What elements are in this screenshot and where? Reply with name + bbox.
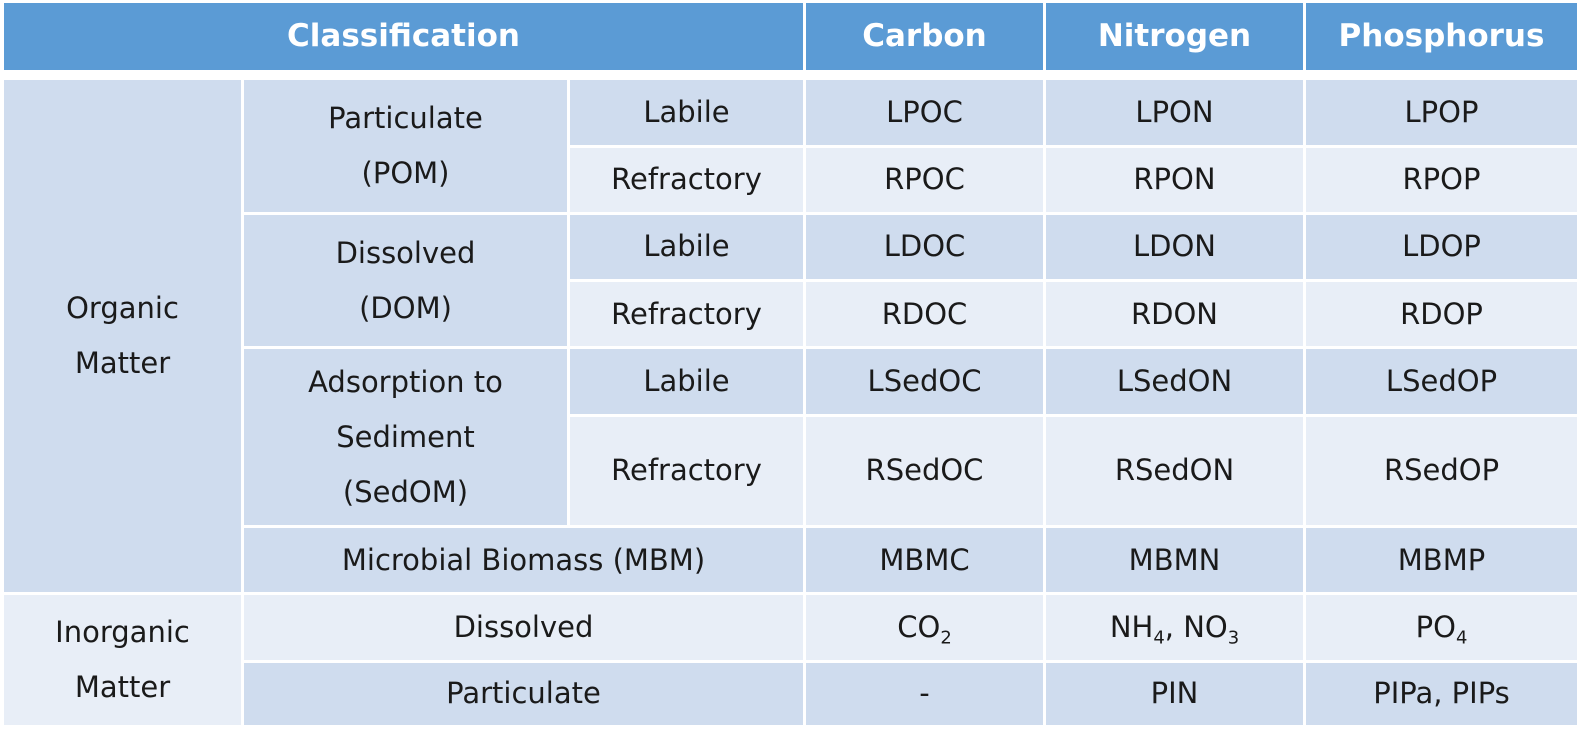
phosphorus-cell: LDOP — [1306, 214, 1580, 283]
phosphorus-cell: RPOP — [1306, 147, 1580, 215]
table-row: Dissolved (DOM) Labile LDOC LDON LDOP — [4, 214, 1580, 350]
pom-label-line2: (POM) — [361, 156, 450, 191]
carbon-cell: LPOC — [806, 80, 1046, 148]
table-row: Microbial Biomass (MBM) MBMC MBMN MBMP — [4, 528, 1580, 596]
refractory-label: Refractory — [570, 282, 806, 350]
sedom-label-line1: Adsorption to — [308, 364, 503, 399]
phosphorus-cell: RDOP — [1306, 282, 1580, 350]
carbon-cell: CO2 — [806, 595, 1046, 663]
carbon-cell: LSedOC — [806, 349, 1046, 417]
sedom-label-line2: Sediment — [336, 419, 475, 454]
table-row: Organic Matter Particulate (POM) Labile … — [4, 80, 1580, 596]
phosphorus-cell: LPOP — [1306, 80, 1580, 148]
formula-subscript: 4 — [1455, 627, 1468, 649]
inorganic-label-line2: Matter — [74, 670, 171, 705]
refractory-label: Refractory — [570, 147, 806, 215]
table-row: Inorganic Matter Dissolved CO2 NH4, NO3 … — [4, 595, 1580, 728]
carbon-cell: - — [806, 662, 1046, 728]
nitrogen-cell: PIN — [1046, 662, 1306, 728]
header-classification: Classification — [4, 3, 806, 81]
nitrogen-cell: RDON — [1046, 282, 1306, 350]
organic-label-line2: Matter — [74, 346, 171, 381]
table-row: Refractory RPOC RPON RPOP — [4, 147, 1580, 215]
nitrogen-cell: NH4, NO3 — [1046, 595, 1306, 663]
nitrogen-cell: LDON — [1046, 214, 1306, 283]
phosphorus-cell: PIPa, PIPs — [1306, 662, 1580, 728]
nitrogen-cell: RSedON — [1046, 416, 1306, 529]
nutrient-classification-table: Classification Carbon Nitrogen Phosphoru… — [4, 3, 1580, 728]
formula-separator: , — [1164, 609, 1184, 644]
organic-matter-label: Organic Matter — [4, 80, 244, 596]
phosphorus-cell: RSedOP — [1306, 416, 1580, 529]
carbon-cell: RSedOC — [806, 416, 1046, 529]
carbon-cell: MBMC — [806, 528, 1046, 596]
formula-subscript: 4 — [1153, 627, 1165, 649]
phosphorus-cell: PO4 — [1306, 595, 1580, 663]
formula-base: NO — [1183, 609, 1228, 644]
formula-subscript: 3 — [1227, 627, 1240, 649]
dom-label: Dissolved (DOM) — [244, 214, 570, 350]
pom-label: Particulate (POM) — [244, 80, 570, 215]
refractory-label: Refractory — [570, 416, 806, 529]
nitrogen-cell: MBMN — [1046, 528, 1306, 596]
mbm-label: Microbial Biomass (MBM) — [244, 528, 806, 596]
formula-subscript: 2 — [940, 627, 952, 649]
pom-label-line1: Particulate — [328, 100, 483, 135]
organic-label-line1: Organic — [66, 291, 179, 326]
inorganic-dissolved-label: Dissolved — [244, 595, 806, 663]
table-row: Particulate - PIN PIPa, PIPs — [4, 662, 1580, 728]
formula-base: NH — [1109, 609, 1154, 644]
carbon-cell: RPOC — [806, 147, 1046, 215]
phosphorus-cell: MBMP — [1306, 528, 1580, 596]
labile-label: Labile — [570, 349, 806, 417]
header-carbon: Carbon — [806, 3, 1046, 81]
table-row: Refractory RDOC RDON RDOP — [4, 282, 1580, 350]
inorganic-label-line1: Inorganic — [55, 615, 190, 650]
formula-base: PO — [1415, 609, 1456, 644]
inorganic-particulate-label: Particulate — [244, 662, 806, 728]
header-row: Classification Carbon Nitrogen Phosphoru… — [4, 3, 1580, 81]
sedom-label-line3: (SedOM) — [342, 474, 469, 509]
labile-label: Labile — [570, 80, 806, 148]
phosphorus-cell: LSedOP — [1306, 349, 1580, 417]
carbon-cell: RDOC — [806, 282, 1046, 350]
nitrogen-cell: LSedON — [1046, 349, 1306, 417]
dom-label-line1: Dissolved — [335, 235, 476, 270]
header-phosphorus: Phosphorus — [1306, 3, 1580, 81]
header-nitrogen: Nitrogen — [1046, 3, 1306, 81]
dom-label-line2: (DOM) — [359, 290, 452, 325]
table-row: Refractory RSedOC RSedON RSedOP — [4, 416, 1580, 529]
nitrogen-cell: RPON — [1046, 147, 1306, 215]
carbon-cell: LDOC — [806, 214, 1046, 283]
sedom-label: Adsorption to Sediment (SedOM) — [244, 349, 570, 529]
nitrogen-cell: LPON — [1046, 80, 1306, 148]
inorganic-matter-label: Inorganic Matter — [4, 595, 244, 728]
formula-base: CO — [897, 609, 941, 644]
labile-label: Labile — [570, 214, 806, 283]
table-row: Adsorption to Sediment (SedOM) Labile LS… — [4, 349, 1580, 529]
